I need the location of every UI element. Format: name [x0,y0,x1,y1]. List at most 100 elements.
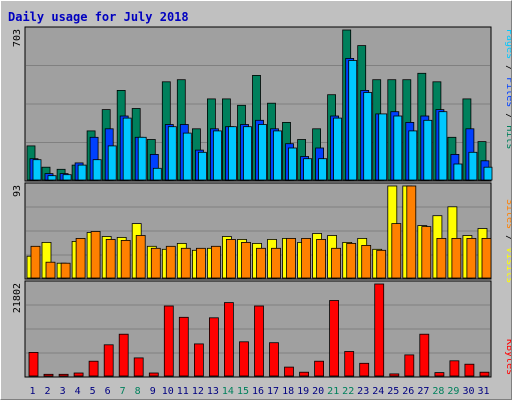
bar-pages-day-8 [137,136,147,181]
day-label-21: 21 [327,386,339,397]
bar-kbytes-day-16 [254,305,264,377]
visits-axis-max-label: 93 [12,185,23,197]
day-label-10: 10 [162,386,174,397]
day-label-4: 4 [75,386,81,397]
day-label-7: 7 [120,386,126,397]
bar-kbytes-day-31 [479,371,490,377]
bar-sites-day-31 [481,237,492,279]
sites-visits-legend: Sites / Visits [504,199,511,283]
day-label-2: 2 [44,386,50,397]
day-label-18: 18 [282,386,294,397]
bar-kbytes-day-24 [374,283,385,377]
legend-part: Hits [504,125,511,149]
bar-pages-day-31 [483,166,493,181]
bar-pages-day-23 [363,92,373,181]
legend-part: Files [504,77,511,107]
bar-sites-day-19 [301,237,312,279]
bar-pages-day-9 [152,167,162,181]
bar-sites-day-28 [436,237,447,279]
bar-kbytes-day-4 [73,372,84,377]
bar-sites-day-12 [195,247,206,279]
legend-part: / [504,59,511,77]
bar-sites-day-1 [30,245,41,279]
bar-pages-day-19 [303,158,313,181]
bar-sites-day-8 [135,235,146,279]
day-label-19: 19 [297,386,309,397]
bar-kbytes-day-28 [434,372,445,377]
bar-pages-day-24 [378,113,388,181]
bar-pages-day-22 [348,60,358,181]
bar-kbytes-day-8 [133,357,144,377]
bar-sites-day-2 [45,261,56,279]
legend-part: / [504,229,511,247]
day-label-20: 20 [312,386,324,397]
bar-sites-day-21 [331,247,342,279]
day-label-31: 31 [477,386,489,397]
bar-kbytes-day-2 [43,373,54,377]
bar-kbytes-day-5 [88,360,99,377]
legend-part: Visits [504,247,511,283]
bar-sites-day-9 [150,247,161,279]
bar-kbytes-day-6 [103,344,114,377]
bar-pages-day-4 [77,164,87,181]
day-label-27: 27 [417,386,429,397]
day-label-3: 3 [60,386,66,397]
bar-kbytes-day-10 [163,305,174,377]
day-label-5: 5 [90,386,96,397]
bar-kbytes-day-22 [344,351,355,377]
day-label-11: 11 [177,386,189,397]
bar-sites-day-13 [210,245,221,279]
day-label-24: 24 [372,386,384,397]
hits-axis-max-label: 703 [12,29,23,47]
bar-kbytes-day-14 [223,302,234,377]
bar-pages-day-13 [212,130,222,181]
visits-panel-bars [26,185,492,279]
bar-pages-day-21 [333,117,343,181]
day-label-29: 29 [447,386,459,397]
legend-part: / [504,107,511,125]
chart-title: Daily usage for July 2018 [8,10,189,24]
bar-sites-day-24 [376,249,387,279]
bar-kbytes-day-30 [464,363,475,377]
day-label-30: 30 [462,386,474,397]
bar-sites-day-17 [271,247,281,279]
bar-pages-day-10 [167,126,177,181]
bar-pages-day-5 [92,159,102,181]
bar-kbytes-day-18 [284,366,294,377]
day-label-14: 14 [222,386,234,397]
bar-kbytes-day-27 [419,333,430,377]
bar-sites-day-22 [346,242,357,279]
bar-pages-day-20 [318,158,328,181]
bar-pages-day-26 [408,130,418,181]
hits-panel-bars [26,29,493,181]
day-label-6: 6 [105,386,111,397]
bar-sites-day-23 [361,244,372,279]
day-label-12: 12 [192,386,204,397]
bar-kbytes-day-13 [208,317,219,377]
bar-sites-day-18 [286,237,296,279]
day-label-8: 8 [135,386,141,397]
bar-sites-day-16 [256,247,266,279]
bar-kbytes-day-17 [269,342,279,377]
day-label-9: 9 [150,386,156,397]
bar-pages-day-29 [453,163,463,181]
bar-kbytes-day-7 [118,333,129,377]
bar-sites-day-30 [466,237,477,279]
legend-part: Sites [504,199,511,229]
bar-kbytes-day-9 [148,372,159,377]
bar-sites-day-3 [60,262,71,279]
bar-pages-day-27 [423,119,433,181]
bar-sites-day-29 [451,237,462,279]
bar-sites-day-25 [391,223,402,279]
bar-pages-day-25 [393,115,403,181]
bar-pages-day-12 [197,151,207,181]
bar-sites-day-6 [105,238,116,279]
bar-kbytes-day-3 [58,373,69,377]
bar-sites-day-10 [165,245,176,279]
bar-sites-day-26 [406,185,417,279]
bar-sites-day-11 [180,247,191,279]
bar-pages-day-18 [288,147,297,181]
kbytes-panel-bars [28,283,490,377]
day-axis-labels: 1 2 3 4 5 6 7 8 9 10 11 12 13 14 15 16 17 18 19 20 21 22 23 24 2… [29,386,489,397]
